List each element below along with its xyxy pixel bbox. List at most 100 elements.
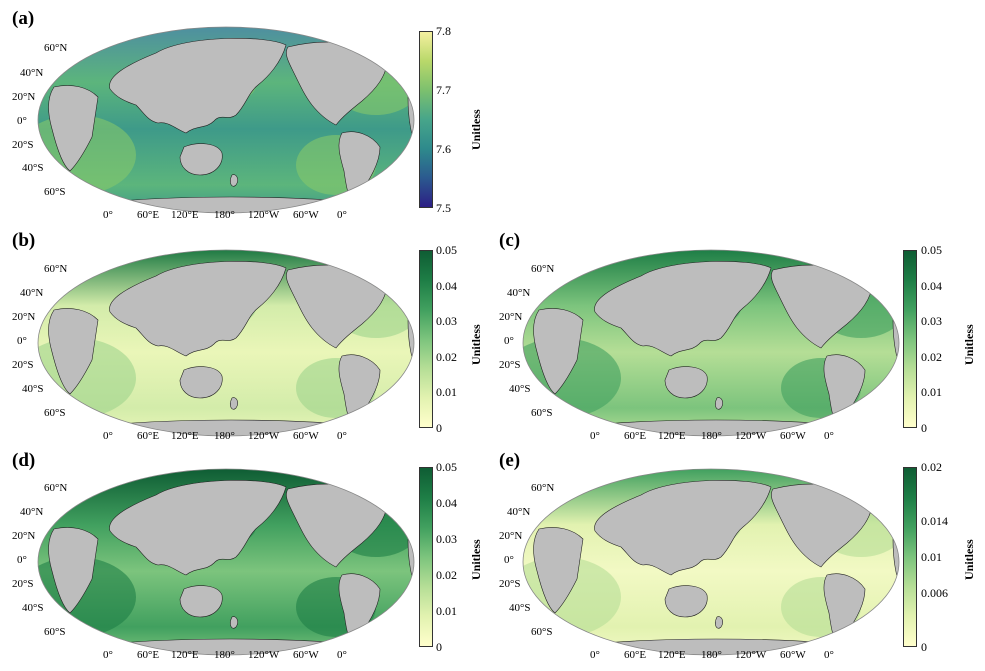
- colorbar-tick: 0.03: [436, 314, 457, 328]
- landmass: [664, 585, 708, 618]
- lat-label-40n: 40°N: [20, 67, 44, 79]
- lon-label-0-right: 0°: [824, 430, 834, 442]
- lon-label-120w: 120°W: [248, 209, 280, 221]
- map-border: [522, 249, 900, 437]
- landmass: [109, 260, 287, 357]
- panel-label: (b): [12, 230, 36, 251]
- panel-c: (c) 60°N 40°N 20°N 0° 20°S 40°S 60°S 0° …: [490, 225, 985, 445]
- lat-label-60s: 60°S: [531, 626, 553, 638]
- colorbar-tick: 0.006: [921, 586, 948, 600]
- lon-label-60e: 60°E: [137, 649, 160, 661]
- colorbar-tick: 0.03: [436, 532, 457, 546]
- map-d: [37, 468, 415, 656]
- panel-e: (e) 60°N 40°N 20°N 0° 20°S 40°S 60°S 0° …: [490, 445, 985, 671]
- colorbar-unit-label: Unitless: [469, 324, 483, 365]
- lat-label-60n: 60°N: [531, 263, 555, 275]
- landmass: [109, 37, 287, 134]
- lon-label-60w: 60°W: [293, 209, 319, 221]
- map-border: [37, 468, 415, 656]
- colorbar-tick: 7.6: [436, 142, 451, 156]
- colorbar-unit-label: Unitless: [469, 539, 483, 580]
- lat-label-40n: 40°N: [20, 506, 44, 518]
- colorbar-tick: 7.5: [436, 201, 451, 215]
- landmass: [48, 85, 99, 172]
- lon-label-180: 180°: [214, 649, 235, 661]
- lon-label-120w: 120°W: [735, 430, 767, 442]
- lon-label-180: 180°: [214, 209, 235, 221]
- map-e: [522, 468, 900, 656]
- landmass: [715, 616, 723, 629]
- lon-label-0-right: 0°: [337, 649, 347, 661]
- colorbar-unit-label: Unitless: [962, 539, 976, 580]
- lon-label-120e: 120°E: [171, 430, 199, 442]
- colorbar: [903, 250, 917, 428]
- lat-label-0: 0°: [17, 554, 27, 566]
- panel-d: (d) 60°N 40°N 20°N 0° 20°S 40°S 60°S 0° …: [0, 445, 490, 671]
- lat-label-40s: 40°S: [22, 162, 44, 174]
- lat-label-60s: 60°S: [531, 407, 553, 419]
- lat-label-20s: 20°S: [12, 359, 34, 371]
- colorbar-tick: 0.05: [436, 243, 457, 257]
- panel-label: (c): [499, 230, 521, 251]
- landmass: [594, 260, 772, 357]
- colorbar: [419, 250, 433, 428]
- landmass: [594, 479, 772, 576]
- colorbar-tick: 0.014: [921, 514, 948, 528]
- colorbar-tick: 0.02: [921, 460, 942, 474]
- colorbar-tick: 0.03: [921, 314, 942, 328]
- map-a: [37, 26, 415, 214]
- lon-label-180: 180°: [701, 430, 722, 442]
- lon-label-120w: 120°W: [248, 649, 280, 661]
- colorbar-tick: 0: [436, 421, 442, 435]
- lat-label-20s: 20°S: [499, 359, 521, 371]
- panel-b: (b) 60°N 40°N 20°N 0° 20°S 40°S 60°S 0° …: [0, 225, 490, 445]
- lat-label-20n: 20°N: [12, 91, 36, 103]
- lon-label-0: 0°: [103, 649, 113, 661]
- landmass: [715, 397, 723, 410]
- colorbar-tick: 0.02: [436, 350, 457, 364]
- lon-label-0: 0°: [103, 430, 113, 442]
- lon-label-0: 0°: [590, 430, 600, 442]
- map-border: [37, 249, 415, 437]
- lat-label-40s: 40°S: [22, 383, 44, 395]
- lon-label-60w: 60°W: [293, 430, 319, 442]
- landmass: [48, 308, 99, 395]
- colorbar-tick: 0: [921, 421, 927, 435]
- lat-label-40s: 40°S: [509, 602, 531, 614]
- lon-label-0: 0°: [590, 649, 600, 661]
- lat-label-20s: 20°S: [12, 139, 34, 151]
- map-c: [522, 249, 900, 437]
- colorbar-tick: 0.01: [436, 385, 457, 399]
- landmass: [109, 479, 287, 576]
- lat-label-20s: 20°S: [499, 578, 521, 590]
- landmass: [179, 143, 223, 176]
- colorbar-tick: 0.05: [436, 460, 457, 474]
- map-b: [37, 249, 415, 437]
- lon-label-120w: 120°W: [735, 649, 767, 661]
- lat-label-40n: 40°N: [507, 287, 531, 299]
- landmass: [230, 616, 238, 629]
- lat-label-20n: 20°N: [12, 530, 36, 542]
- landmass: [179, 585, 223, 618]
- panel-label: (e): [499, 450, 521, 471]
- colorbar-tick: 0.01: [436, 604, 457, 618]
- lon-label-60e: 60°E: [624, 430, 647, 442]
- colorbar-tick: 0.02: [921, 350, 942, 364]
- lon-label-120e: 120°E: [171, 209, 199, 221]
- colorbar: [903, 467, 917, 647]
- colorbar-tick: 7.7: [436, 83, 451, 97]
- lon-label-60w: 60°W: [780, 430, 806, 442]
- lon-label-120e: 120°E: [658, 430, 686, 442]
- colorbar-tick: 0.04: [436, 496, 457, 510]
- lon-label-0-right: 0°: [824, 649, 834, 661]
- colorbar-tick: 0.04: [436, 279, 457, 293]
- lon-label-180: 180°: [701, 649, 722, 661]
- lon-label-0-right: 0°: [337, 430, 347, 442]
- lat-label-0: 0°: [504, 554, 514, 566]
- colorbar-unit-label: Unitless: [962, 324, 976, 365]
- lon-label-60e: 60°E: [137, 209, 160, 221]
- lon-label-180: 180°: [214, 430, 235, 442]
- lon-label-60w: 60°W: [293, 649, 319, 661]
- colorbar-tick: 7.8: [436, 24, 451, 38]
- lat-label-20n: 20°N: [499, 311, 523, 323]
